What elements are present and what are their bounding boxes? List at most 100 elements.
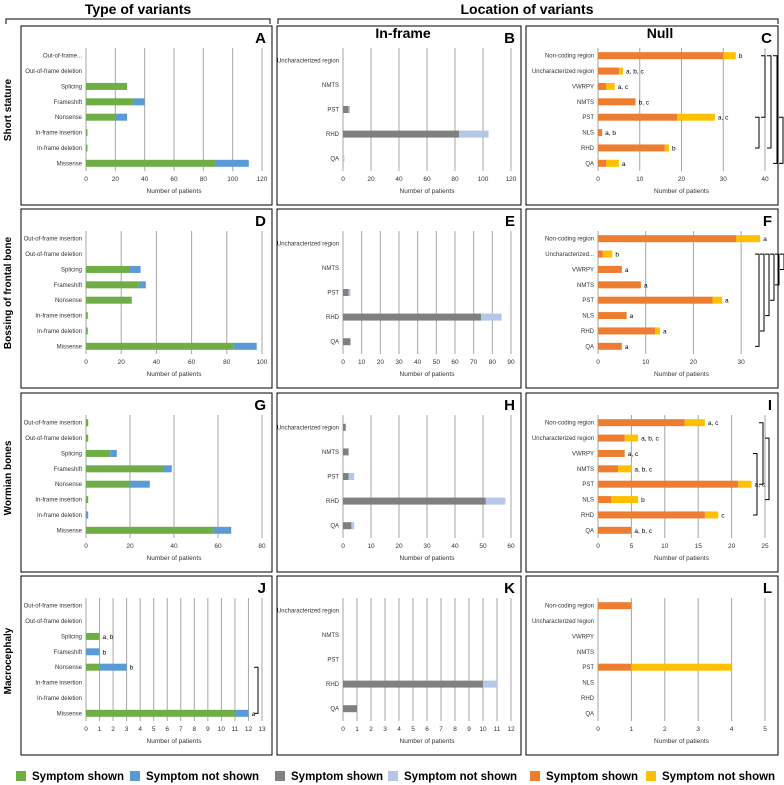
panel-h-bar-not-shown xyxy=(348,473,355,480)
panel-a-xlabel: Number of patients xyxy=(147,188,203,195)
panel-h-tick-label: 40 xyxy=(451,543,459,550)
panel-b-bar-not-shown xyxy=(343,155,345,163)
panel-h-xlabel: Number of patients xyxy=(400,555,456,562)
panel-c-bar-shown xyxy=(598,52,724,60)
panel-h-category-label: PST xyxy=(327,475,339,481)
panel-f-bar-shown xyxy=(598,250,603,258)
panel-c-category-label: Non-coding region xyxy=(545,54,594,60)
panel-b-xlabel: Number of patients xyxy=(400,188,456,195)
panel-a-category-label: In-frame insertion xyxy=(35,131,82,137)
panel-i-bar-shown xyxy=(598,449,625,457)
panel-b-bar-not-shown xyxy=(348,106,350,113)
panel-h-category-label: NMTS xyxy=(322,450,339,456)
panel-h-bar-not-shown xyxy=(351,522,355,530)
panel-d-category-label: Frameshift xyxy=(54,283,83,289)
panel-i-bar-not-shown xyxy=(618,465,632,473)
panel-f-significance-label: a xyxy=(625,344,629,351)
panel-f-tick-label: 0 xyxy=(596,359,600,366)
panel-e-category-label: Uncharacterized region xyxy=(277,241,339,247)
panel-j-significance-label: a, b xyxy=(103,634,114,641)
row-label-wormian: Wormian bones xyxy=(3,440,14,515)
legend-gray-label: Symptom shown xyxy=(291,771,383,783)
panel-i-category-label: VWRPY xyxy=(572,451,594,457)
panel-e-tick-label: 30 xyxy=(395,359,403,366)
panel-l-category-label: RHD xyxy=(581,696,595,702)
panel-a-bar-not-shown xyxy=(215,159,249,167)
panel-f-category-label: Non-coding region xyxy=(545,237,594,243)
panel-a-category-label: Frameshift xyxy=(54,100,83,106)
panel-h-bar-not-shown xyxy=(485,497,506,505)
panel-d-tick-label: 0 xyxy=(84,359,88,366)
panel-c-bar-not-shown xyxy=(664,144,669,152)
panel-f-category-label: QA xyxy=(585,344,594,350)
panel-a: A 0 20 40 60 80 100 120 Number of patients Missen… xyxy=(20,25,273,206)
panel-j-significance-bracket xyxy=(254,666,259,714)
panel-b-category-label: NMTS xyxy=(322,83,339,89)
panel-j-tick-label: 1 xyxy=(98,726,102,733)
panel-j-tick-label: 2 xyxy=(111,726,115,733)
panel-a-category-label: Out-of-frame... xyxy=(43,54,82,60)
panel-c-bar-shown xyxy=(598,113,678,121)
panel-f-bar-shown xyxy=(598,327,656,335)
panel-f-category-label: RHD xyxy=(581,329,595,335)
panel-l-tick-label: 3 xyxy=(696,726,700,733)
panel-c-category-label: NMTS xyxy=(577,100,594,106)
panel-c-bar-not-shown xyxy=(723,52,736,60)
panel-j-bar-not-shown xyxy=(86,648,100,656)
panel-g-bar-not-shown xyxy=(163,465,172,473)
panel-f-significance-label: a xyxy=(644,282,648,289)
panel-g-bar-not-shown xyxy=(110,449,117,457)
panel-g-category-label: Splicing xyxy=(61,451,82,457)
panel-i-tick-label: 5 xyxy=(630,543,634,550)
panel-g-tick-label: 60 xyxy=(214,543,222,550)
panel-a-tick-label: 60 xyxy=(170,176,178,183)
panel-d-tick-label: 100 xyxy=(257,359,268,366)
panel-k-tick-label: 8 xyxy=(453,726,457,733)
legend-swatch-lightblue xyxy=(388,771,398,781)
row-label-bossing: Bossing of frontal bone xyxy=(3,236,14,349)
panel-c-bar-shown xyxy=(598,98,636,106)
panel-d-bar-shown xyxy=(86,327,88,335)
panel-g-bar-not-shown xyxy=(130,480,150,488)
panel-b-tick-label: 60 xyxy=(423,176,431,183)
panel-g-frame xyxy=(20,392,273,573)
panel-j-tick-label: 13 xyxy=(258,726,266,733)
panel-i-letter: I xyxy=(768,397,772,414)
panel-a-tick-label: 40 xyxy=(141,176,149,183)
panel-j-bar-shown xyxy=(86,709,235,717)
panel-f-category-label: NMTS xyxy=(577,283,594,289)
panel-k-tick-label: 3 xyxy=(383,726,387,733)
header-bracket-type xyxy=(5,18,271,24)
panel-b-bar-shown xyxy=(343,106,349,113)
panel-c-category-label: PST xyxy=(582,115,594,121)
row-label-short-stature: Short stature xyxy=(3,78,14,141)
panel-b-category-label: QA xyxy=(330,157,339,163)
panel-k-tick-label: 11 xyxy=(494,726,501,733)
panel-c-bar-shown xyxy=(598,144,665,152)
panel-d-tick-label: 80 xyxy=(223,359,231,366)
panel-k-tick-label: 0 xyxy=(341,726,345,733)
panel-k-frame xyxy=(276,575,522,756)
panel-i-bar-shown xyxy=(598,511,705,519)
panel-f-category-label: Uncharacterized... xyxy=(545,252,594,258)
panel-g-tick-label: 80 xyxy=(258,543,266,550)
panel-e-bar-not-shown xyxy=(481,313,502,321)
panel-l-tick-label: 4 xyxy=(730,726,734,733)
legend-lightblue-label: Symptom not shown xyxy=(404,771,517,783)
panel-a-bar-not-shown xyxy=(115,113,128,121)
panel-c-bar-shown xyxy=(598,82,607,90)
legend-green-label: Symptom shown xyxy=(32,771,124,783)
panel-e-tick-label: 70 xyxy=(470,359,478,366)
panel-h-bar-shown xyxy=(343,473,349,480)
panel-l-letter: L xyxy=(763,580,772,597)
panel-d-category-label: Nonsense xyxy=(55,298,83,304)
panel-a-tick-label: 0 xyxy=(84,176,88,183)
panel-h-tick-label: 20 xyxy=(395,543,403,550)
panel-j-tick-label: 10 xyxy=(218,726,226,733)
panel-l-bar-shown xyxy=(598,602,632,610)
panel-a-bar-shown xyxy=(86,113,116,121)
panel-f-significance-label: a xyxy=(763,236,767,243)
panel-i-significance-label: a, b, c xyxy=(634,466,652,473)
